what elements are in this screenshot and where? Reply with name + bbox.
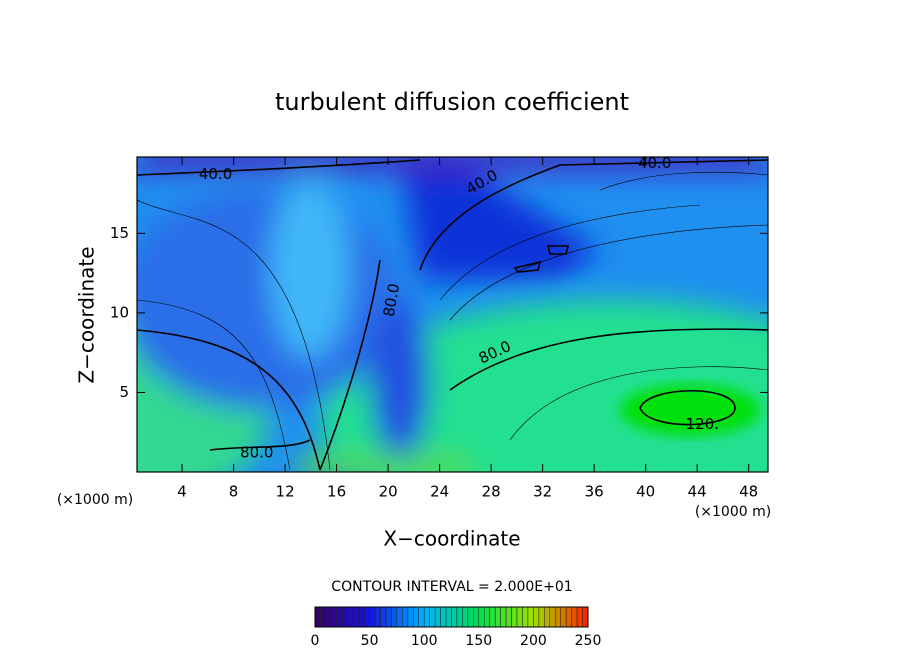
x-tick-label: 48 — [739, 483, 758, 501]
plot-frame — [136, 156, 769, 473]
colorbar-cell — [380, 606, 387, 628]
colorbar-cell — [549, 606, 556, 628]
colorbar-cell — [456, 606, 463, 628]
colorbar-cell — [560, 606, 567, 628]
x-unit-label: (×1000 m) — [695, 504, 771, 520]
colorbar-cell — [451, 606, 458, 628]
x-tick-label: 20 — [379, 483, 398, 501]
x-tick-label: 44 — [688, 483, 707, 501]
colorbar-tick-label: 50 — [361, 633, 379, 649]
x-tick-label: 4 — [177, 483, 187, 501]
colorbar-cell — [385, 606, 392, 628]
colorbar-cell — [429, 606, 436, 628]
colorbar-cell — [325, 606, 332, 628]
colorbar-cell — [402, 606, 409, 628]
colorbar-cell — [554, 606, 561, 628]
colorbar-cell — [571, 606, 578, 628]
y-tick-label: 10 — [110, 303, 129, 321]
colorbar-cell — [516, 606, 523, 628]
x-tick-label: 32 — [533, 483, 552, 501]
colorbar-tick-label: 200 — [520, 633, 547, 649]
colorbar-cell — [544, 606, 551, 628]
x-tick-label: 40 — [636, 483, 655, 501]
colorbar-cell — [418, 606, 425, 628]
colorbar-cell — [538, 606, 545, 628]
colorbar-cell — [331, 606, 338, 628]
colorbar-cell — [494, 606, 501, 628]
colorbar-cell — [374, 606, 381, 628]
colorbar-tick-label: 250 — [575, 633, 602, 649]
contour-label: 120. — [686, 415, 719, 433]
colorbar-cell — [478, 606, 485, 628]
colorbar-cell — [314, 606, 321, 628]
x-axis-label: X−coordinate — [383, 527, 520, 551]
colorbar-cell — [423, 606, 430, 628]
x-tick-label: 12 — [276, 483, 295, 501]
contour-label: 80.0 — [240, 443, 273, 461]
colorbar-cell — [363, 606, 370, 628]
y-tick-label: 15 — [110, 224, 129, 242]
colorbar-cell — [413, 606, 419, 628]
colorbar-tick-label: 0 — [311, 633, 320, 649]
colorbar-cell — [336, 606, 343, 628]
colorbar-cell — [473, 606, 480, 628]
y-axis-label: Z−coordinate — [75, 246, 99, 383]
colorbar-cell — [342, 606, 349, 628]
x-unit-label: (×1000 m) — [57, 492, 133, 508]
colorbar-cell — [320, 606, 327, 628]
contour-interval: CONTOUR INTERVAL = 2.000E+01 — [331, 579, 572, 595]
colorbar-cell — [445, 606, 452, 628]
colorbar: 0 50 100 150 200 250 — [311, 606, 602, 649]
colorbar-cell — [358, 606, 365, 628]
colorbar-cell — [434, 606, 441, 628]
colorbar-cell — [500, 606, 507, 628]
x-tick-label: 36 — [585, 483, 604, 501]
colorbar-cell — [391, 606, 398, 628]
x-tick-label: 16 — [327, 483, 346, 501]
colorbar-cell — [347, 606, 354, 628]
colorbar-cell — [489, 606, 496, 628]
contour-field — [137, 157, 768, 472]
colorbar-cell — [369, 606, 376, 628]
colorbar-tick-label: 100 — [411, 633, 438, 649]
colorbar-cell — [511, 606, 518, 628]
colorbar-cell — [505, 606, 512, 628]
chart-title: turbulent diffusion coefficient — [275, 88, 629, 116]
x-tick-label: 8 — [229, 483, 239, 501]
colorbar-cell — [396, 606, 403, 628]
colorbar-cell — [352, 606, 359, 628]
colorbar-cell — [576, 606, 583, 628]
colorbar-cell — [462, 606, 469, 628]
colorbar-cell — [582, 606, 589, 628]
colorbar-cell — [440, 606, 447, 628]
colorbar-cell — [565, 606, 572, 628]
x-tick-label: 24 — [430, 483, 449, 501]
colorbar-cell — [467, 606, 474, 628]
colorbar-cell — [522, 606, 529, 628]
colorbar-cell — [484, 606, 490, 628]
x-tick-label: 28 — [482, 483, 501, 501]
contour-label: 40.0 — [199, 165, 232, 183]
contour-label: 40.0 — [638, 154, 671, 172]
colorbar-tick-label: 150 — [465, 633, 492, 649]
contour-label: 80.0 — [380, 282, 404, 318]
colorbar-cell — [533, 606, 540, 628]
colorbar-cell — [527, 606, 534, 628]
colorbar-frame — [314, 606, 589, 628]
y-tick-label: 5 — [119, 383, 129, 401]
colorbar-cell — [407, 606, 414, 628]
